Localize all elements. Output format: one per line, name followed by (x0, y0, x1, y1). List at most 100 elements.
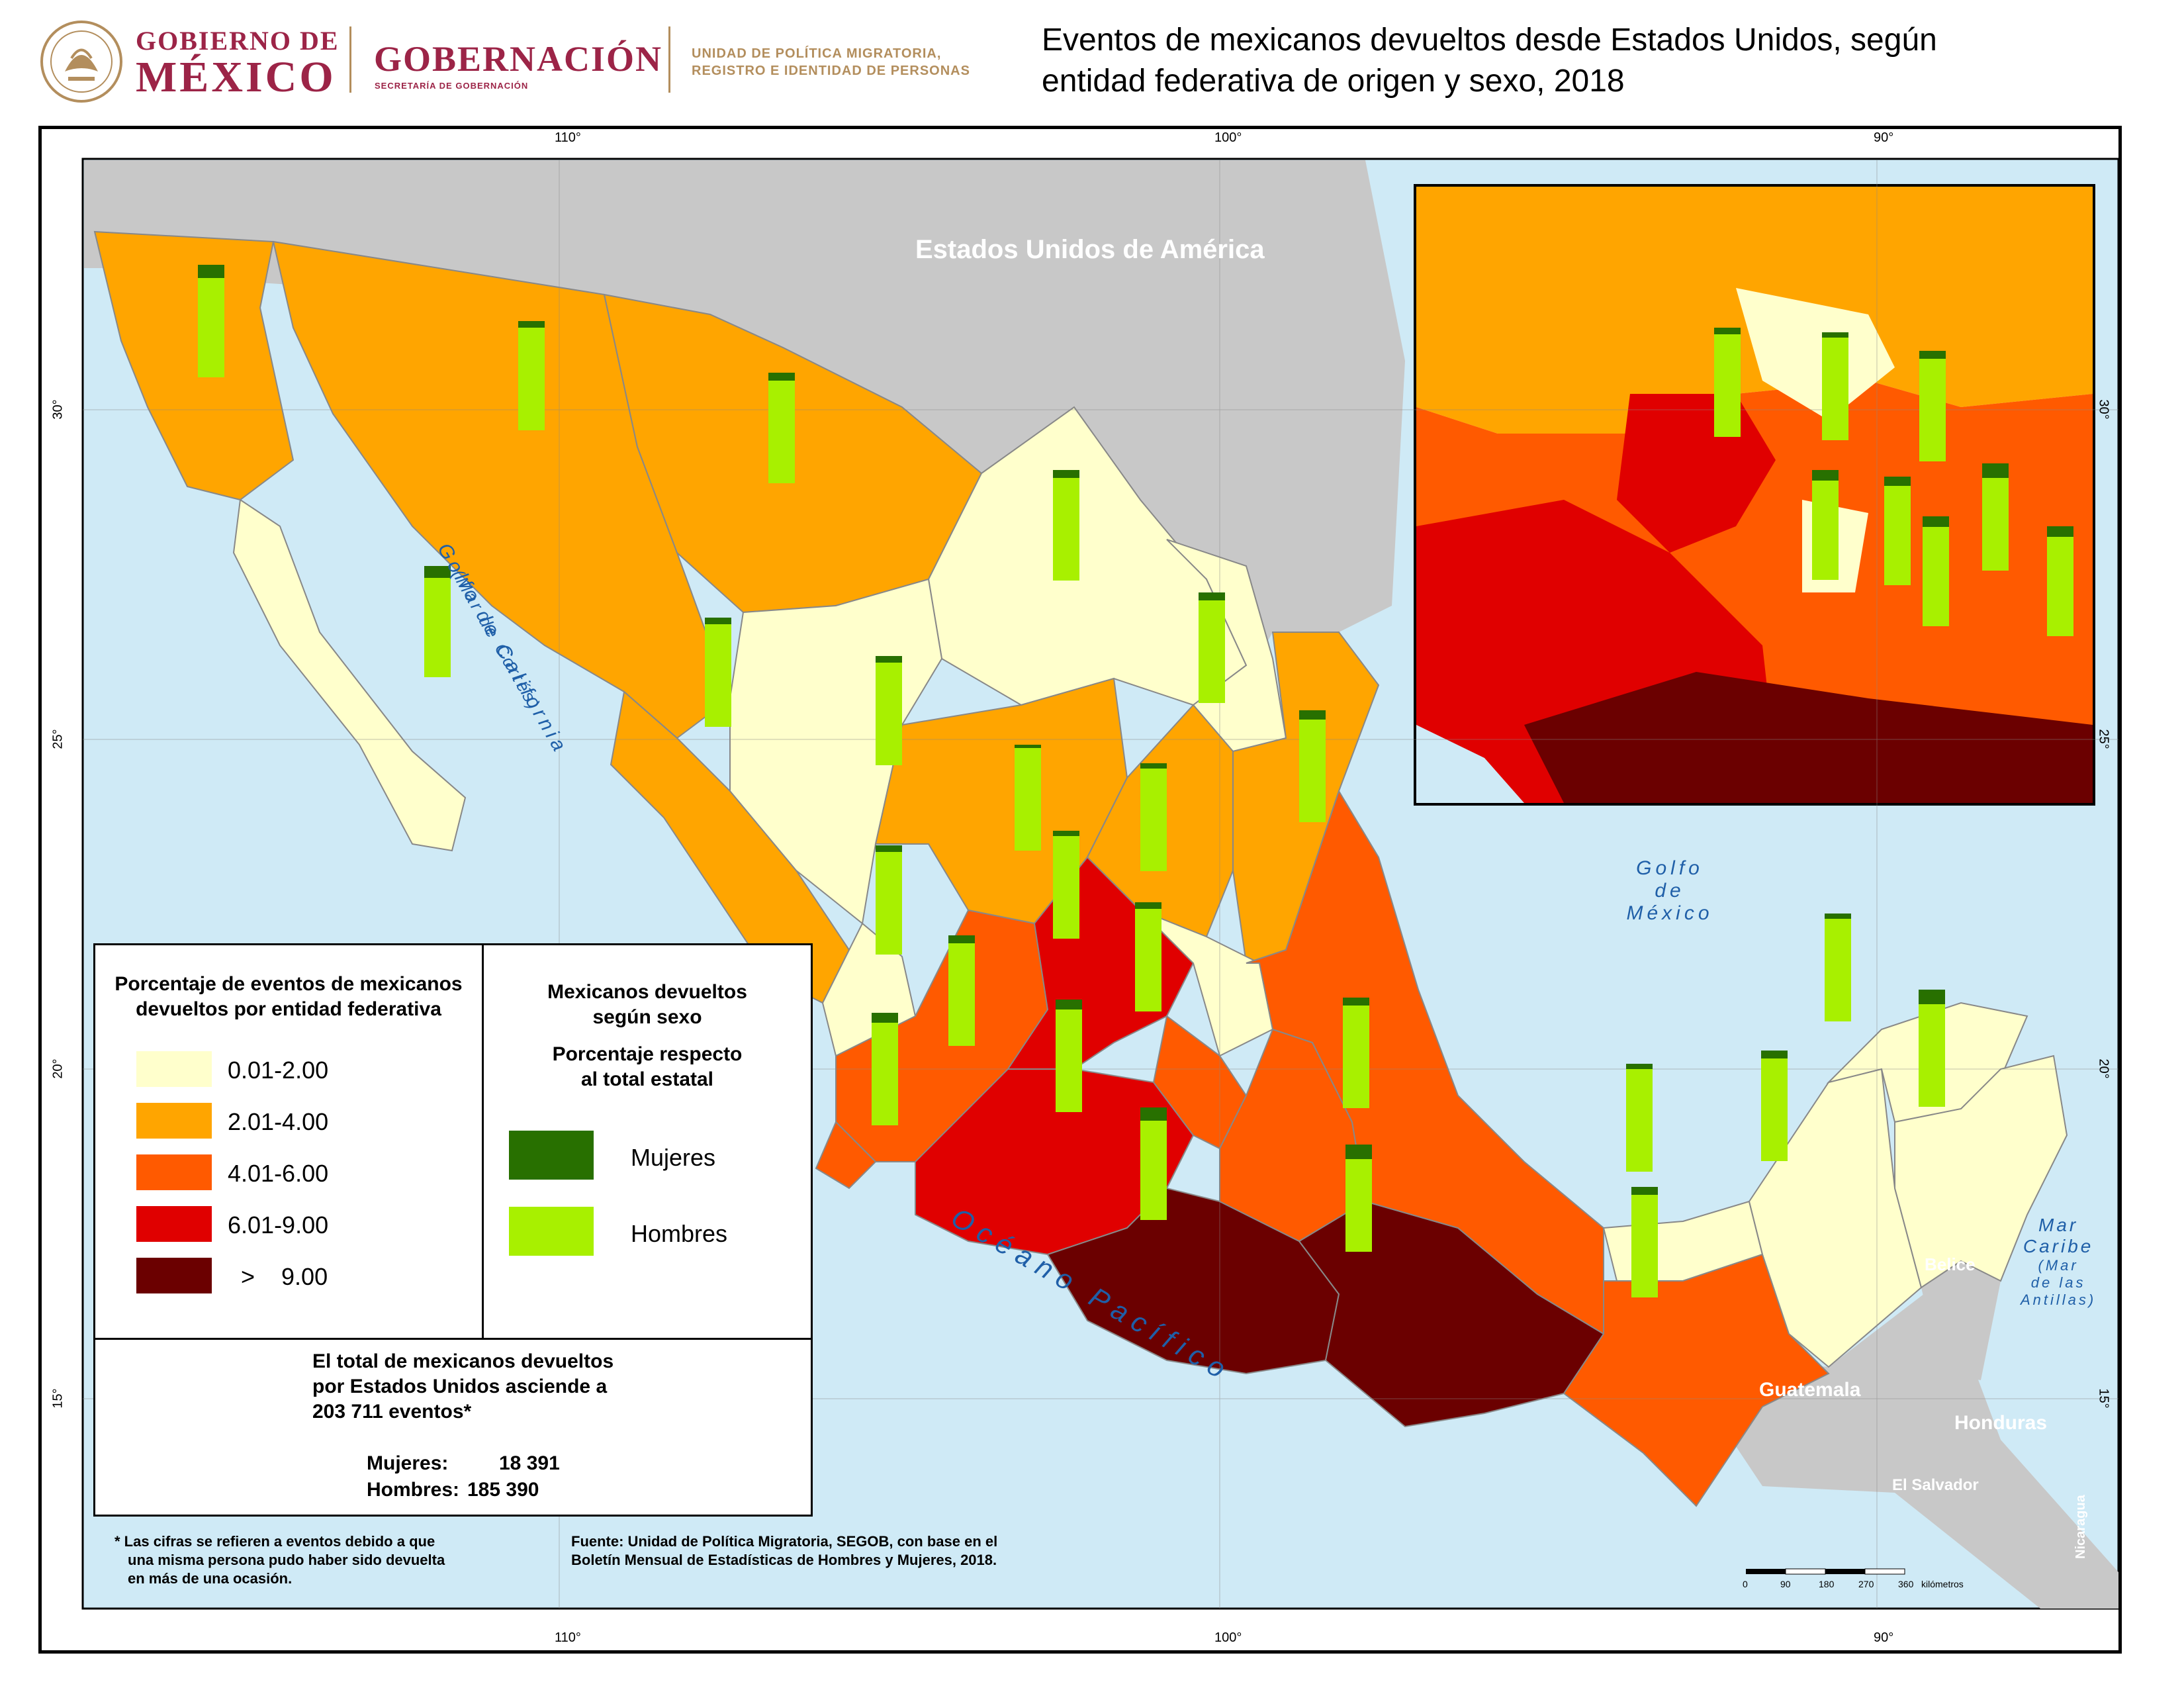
scale-tick-360: 360 (1898, 1579, 1914, 1589)
map-title-line2: entidad federativa de origen y sexo, 201… (1042, 64, 1625, 99)
label-mar-caribe-1: Mar (2038, 1215, 2079, 1235)
bar-baja-california (198, 265, 224, 377)
inset-bar-4 (1812, 470, 1839, 580)
legend-swatch-4 (136, 1206, 212, 1242)
legend-swatch-hombres (509, 1207, 594, 1256)
label-guatemala: Guatemala (1759, 1379, 1861, 1401)
gobierno-line1: GOBIERNO DE (136, 26, 340, 56)
bar-nayarit (876, 845, 902, 955)
map-title-line1: Eventos de mexicanos devueltos desde Est… (1042, 23, 1937, 58)
bar-jalisco (948, 935, 975, 1046)
bar-yucatan (1825, 914, 1851, 1021)
gobierno-logo: GOBIERNO DE MÉXICO (136, 25, 340, 103)
inset-bar-6 (1982, 463, 2009, 571)
source-note: Fuente: Unidad de Política Migratoria, S… (571, 1532, 997, 1570)
bar-oaxaca (1345, 1145, 1372, 1252)
label-golfo-mexico-3: México (1626, 902, 1713, 924)
legend-sex-title: Mexicanos devueltos según sexo (484, 980, 811, 1030)
map-frame: 110° 100° 90° 110° 100° 90° 30° 25° 20° … (38, 126, 2122, 1654)
map-title: Eventos de mexicanos devueltos desde Est… (1042, 20, 1937, 102)
header: GOBIERNO DE MÉXICO GOBERNACIÓN SECRETARÍ… (0, 0, 2184, 113)
source-line2: Boletín Mensual de Estadísticas de Hombr… (571, 1552, 997, 1568)
bar-sinaloa (705, 618, 731, 727)
legend-swatch-mujeres (509, 1131, 594, 1180)
scale-tick-270: 270 (1858, 1579, 1874, 1589)
totals-line2: por Estados Unidos asciende a (312, 1376, 608, 1397)
legend-sex-title-line2: según sexo (592, 1006, 702, 1028)
state-baja-california-sur (232, 498, 467, 852)
inset-region-light (1736, 288, 1895, 420)
central-america-landmass (1663, 1281, 2118, 1609)
inset-bar-2 (1822, 332, 1848, 440)
totals-line1: El total de mexicanos devueltos (312, 1350, 614, 1372)
lon-label-100-bottom: 100° (1214, 1630, 1242, 1645)
source-line1: Fuente: Unidad de Política Migratoria, S… (571, 1533, 998, 1550)
legend-label-5: > 9.00 (241, 1263, 328, 1290)
inset-bar-3 (1919, 351, 1946, 461)
bar-hidalgo (1343, 998, 1369, 1108)
footnote: * Las cifras se refieren a eventos debid… (114, 1532, 445, 1588)
inset-coast (1416, 725, 1524, 803)
legend-swatch-1 (136, 1051, 212, 1087)
bar-colima (872, 1013, 898, 1125)
map-canvas (81, 158, 2118, 1610)
bar-michoacan (1056, 1000, 1082, 1112)
label-belice: Belice (1925, 1254, 1976, 1274)
label-mar-antillas-3: Antillas) (2021, 1291, 2097, 1308)
sex-bars (198, 265, 2073, 1297)
totals-box: El total de mexicanos devueltos por Esta… (93, 1338, 813, 1517)
gobierno-line2: MÉXICO (136, 53, 336, 101)
bar-tabasco (1626, 1064, 1653, 1172)
bar-san-luis (1140, 763, 1167, 871)
legend-choropleth-title-line2: devueltos por entidad federativa (136, 998, 441, 1020)
inset-bar-8 (2047, 526, 2073, 636)
label-golfo-mexico-2: de (1655, 880, 1685, 902)
scale-bar (1746, 1568, 1905, 1575)
state-quintana-roo (1894, 1055, 2068, 1289)
legend-choropleth-title-line1: Porcentaje de eventos de mexicanos (114, 973, 463, 995)
lat-label-25-left: 25° (50, 729, 66, 749)
lon-label-110-bottom: 110° (555, 1630, 581, 1645)
legend-label-3: 4.01-6.00 (228, 1160, 329, 1187)
label-golfo-mexico-1: Golfo (1636, 857, 1704, 879)
label-mar-caribe: Mar Caribe (Mar de las Antillas) (2021, 1215, 2096, 1309)
state-michoacan (915, 1068, 1195, 1256)
scale-tick-0: 0 (1743, 1579, 1748, 1589)
legend-choropleth-box: Porcentaje de eventos de mexicanos devue… (93, 943, 484, 1340)
legend-sex-box: Mexicanos devueltos según sexo Porcentaj… (482, 943, 813, 1340)
state-colima (815, 1121, 877, 1190)
legend-swatch-3 (136, 1154, 212, 1190)
bar-guerrero (1140, 1107, 1167, 1220)
unidad-text: UNIDAD DE POLÍTICA MIGRATORIA, REGISTRO … (692, 45, 970, 79)
footnote-line1: * Las cifras se refieren a eventos debid… (114, 1533, 435, 1550)
legend-label-hombres: Hombres (631, 1220, 728, 1247)
label-mar-antillas-2: de las (2030, 1274, 2086, 1291)
scale-tick-180: 180 (1819, 1579, 1835, 1589)
totals-line3: 203 711 eventos* (312, 1401, 472, 1423)
label-golfo-mexico: Golfo de México (1604, 857, 1736, 925)
lat-label-25-right: 25° (2096, 729, 2111, 749)
lat-label-20-right: 20° (2096, 1058, 2111, 1079)
legend-sex-subtitle-line1: Porcentaje respecto (552, 1043, 743, 1065)
unidad-line1: UNIDAD DE POLÍTICA MIGRATORIA, (692, 46, 942, 61)
lon-label-90-bottom: 90° (1874, 1630, 1894, 1645)
scale-unit: kilómetros (1921, 1579, 1964, 1589)
lon-label-90-top: 90° (1874, 130, 1894, 145)
lon-label-100-top: 100° (1214, 130, 1242, 145)
label-honduras: Honduras (1954, 1412, 2048, 1434)
legend-swatch-5 (136, 1258, 212, 1293)
legend-label-1: 0.01-2.00 (228, 1056, 329, 1084)
bar-aguascalientes (1053, 831, 1079, 939)
totals-hombres-label: Hombres: (367, 1479, 460, 1501)
belize-landmass (1921, 1261, 2001, 1380)
inset-bar-7 (1923, 516, 1949, 626)
lat-label-30-left: 30° (50, 399, 66, 420)
lat-label-15-left: 15° (50, 1388, 66, 1409)
label-nicaragua: Nicaragua (2073, 1495, 2088, 1559)
lat-label-20-left: 20° (50, 1058, 66, 1079)
inset-bar-1 (1714, 328, 1741, 437)
legend-swatch-2 (136, 1103, 212, 1139)
bar-durango (876, 656, 902, 765)
bar-guanajuato (1135, 902, 1161, 1011)
bar-chiapas (1631, 1187, 1658, 1297)
